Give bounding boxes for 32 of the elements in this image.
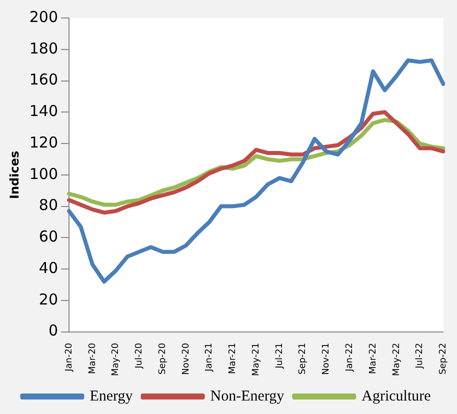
y-tick-label: 40	[38, 258, 58, 277]
y-tick-label: 0	[48, 322, 58, 340]
x-tick-label: May-21	[251, 342, 262, 376]
y-tick-label: 120	[29, 133, 58, 152]
y-tick-label: 200	[29, 8, 58, 26]
y-tick-label: 100	[29, 164, 58, 183]
x-tick-label: Jul-21	[274, 342, 285, 370]
x-tick-label: Jan-20	[64, 342, 74, 372]
x-tick-label: Jul-22	[415, 342, 426, 370]
x-tick-label: Nov-21	[322, 342, 332, 375]
x-tick-label: Sep-20	[158, 342, 168, 375]
y-tick-label: 80	[38, 196, 58, 214]
x-tick-label: Jan-21	[204, 342, 215, 372]
x-tick-label: Mar-21	[228, 342, 238, 374]
legend-label: Agriculture	[362, 388, 432, 404]
x-tick-label: Mar-22	[368, 342, 378, 374]
x-tick-label: May-22	[392, 342, 402, 376]
x-tick-label: Nov-20	[181, 342, 192, 375]
x-tick-label: Jul-20	[134, 342, 145, 370]
y-tick-label: 20	[38, 290, 58, 308]
legend-label: Non-Energy	[210, 388, 285, 404]
y-tick-label: 60	[38, 228, 58, 246]
x-tick-label: Jan-22	[345, 342, 355, 372]
y-tick-label: 140	[29, 102, 58, 120]
x-tick-label: Mar-20	[88, 342, 98, 374]
x-tick-label: Sep-21	[298, 342, 308, 375]
x-tick-label: May-20	[111, 342, 122, 376]
y-axis-title: Indices	[7, 150, 22, 199]
y-tick-label: 160	[29, 70, 58, 89]
legend-label: Energy	[90, 388, 134, 404]
y-tick-label: 180	[29, 39, 58, 58]
x-tick-label: Sep-22	[438, 342, 449, 375]
